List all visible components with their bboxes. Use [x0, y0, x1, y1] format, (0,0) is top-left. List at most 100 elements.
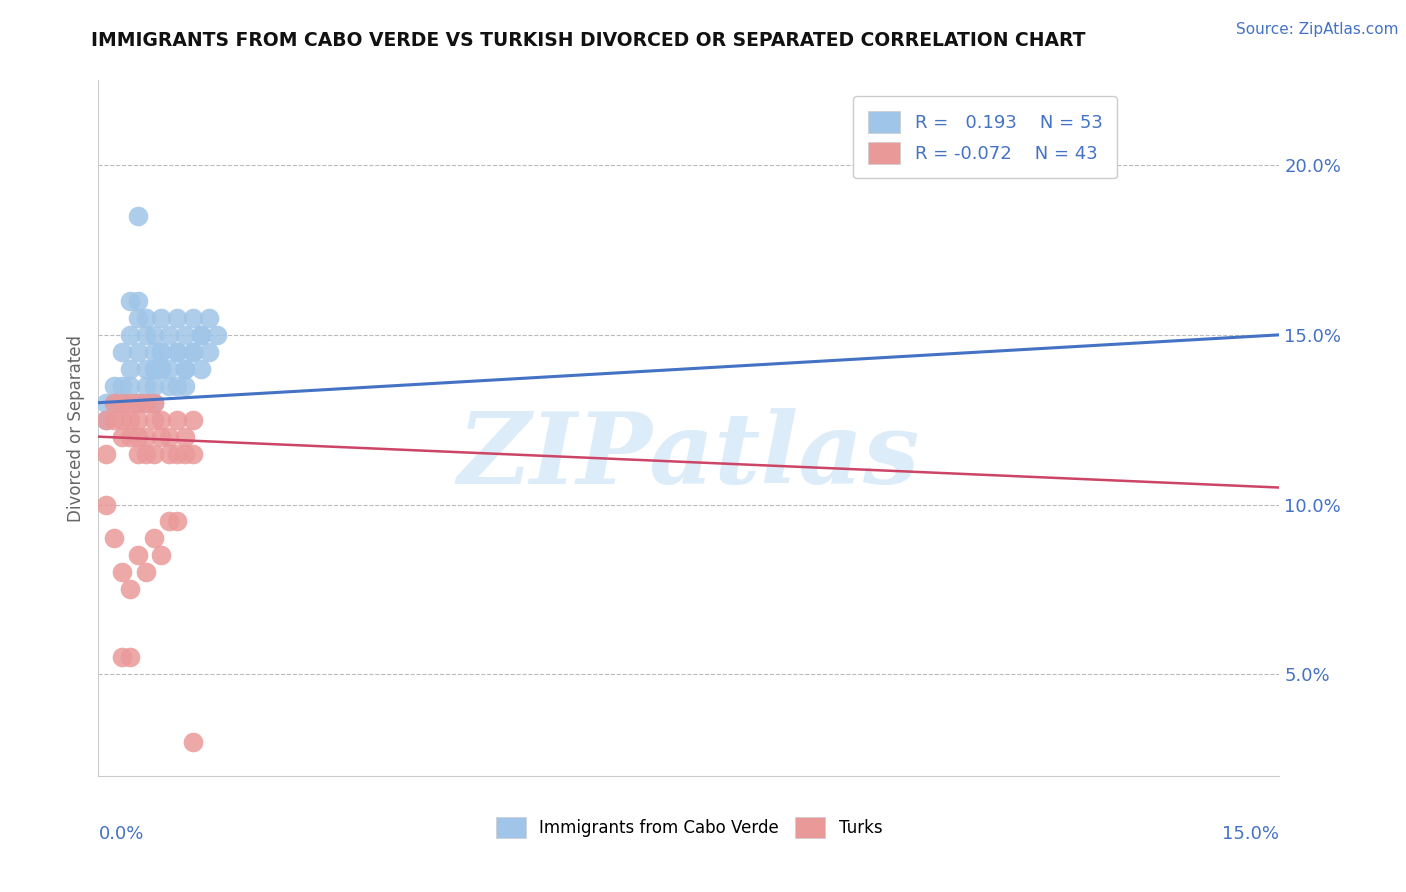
Point [174, 430, 197, 444]
Point [157, 361, 180, 376]
Point [166, 344, 188, 359]
Point [96, 498, 118, 512]
Point [118, 582, 141, 597]
Text: IMMIGRANTS FROM CABO VERDE VS TURKISH DIVORCED OR SEPARATED CORRELATION CHART: IMMIGRANTS FROM CABO VERDE VS TURKISH DI… [91, 31, 1085, 50]
Point [166, 344, 188, 359]
Point [181, 735, 204, 749]
Point [118, 650, 141, 665]
Point [127, 310, 149, 325]
Point [96, 447, 118, 461]
Point [127, 549, 149, 563]
Point [135, 327, 157, 342]
Point [111, 395, 134, 409]
Point [181, 310, 204, 325]
Point [96, 395, 118, 409]
Point [135, 361, 157, 376]
Point [181, 412, 204, 426]
Point [150, 344, 173, 359]
Point [111, 395, 134, 409]
Point [142, 344, 165, 359]
Point [157, 430, 180, 444]
Point [118, 361, 141, 376]
Point [118, 430, 141, 444]
Point [103, 412, 125, 426]
Point [135, 378, 157, 392]
Point [127, 209, 149, 223]
Point [174, 447, 197, 461]
Point [142, 361, 165, 376]
Point [111, 650, 134, 665]
Point [118, 412, 141, 426]
Point [150, 344, 173, 359]
Point [142, 412, 165, 426]
Point [166, 412, 188, 426]
Point [135, 430, 157, 444]
Point [166, 310, 188, 325]
Point [127, 395, 149, 409]
Point [111, 566, 134, 580]
Point [150, 430, 173, 444]
Y-axis label: Divorced or Separated: Divorced or Separated [66, 334, 84, 522]
Point [190, 327, 212, 342]
Point [150, 361, 173, 376]
Point [142, 327, 165, 342]
Legend: Immigrants from Cabo Verde, Turks: Immigrants from Cabo Verde, Turks [489, 811, 889, 844]
Point [103, 395, 125, 409]
Point [157, 447, 180, 461]
Point [150, 549, 173, 563]
Point [103, 532, 125, 546]
Text: ZIPatlas: ZIPatlas [458, 408, 920, 504]
Point [96, 412, 118, 426]
Point [181, 447, 204, 461]
Point [190, 327, 212, 342]
Point [205, 327, 228, 342]
Point [190, 361, 212, 376]
Point [127, 412, 149, 426]
Point [96, 412, 118, 426]
Point [174, 327, 197, 342]
Point [166, 447, 188, 461]
Point [142, 395, 165, 409]
Point [150, 361, 173, 376]
Point [127, 395, 149, 409]
Point [174, 361, 197, 376]
Point [142, 361, 165, 376]
Text: 15.0%: 15.0% [1222, 825, 1279, 843]
Point [127, 344, 149, 359]
Point [127, 430, 149, 444]
Point [197, 344, 219, 359]
Point [181, 344, 204, 359]
Point [157, 378, 180, 392]
Point [157, 327, 180, 342]
Point [111, 430, 134, 444]
Point [103, 395, 125, 409]
Point [142, 532, 165, 546]
Point [142, 378, 165, 392]
Text: 0.0%: 0.0% [98, 825, 143, 843]
Point [174, 361, 197, 376]
Point [166, 515, 188, 529]
Point [127, 293, 149, 308]
Point [103, 378, 125, 392]
Point [150, 412, 173, 426]
Point [118, 327, 141, 342]
Point [150, 310, 173, 325]
Point [174, 378, 197, 392]
Point [197, 310, 219, 325]
Point [135, 566, 157, 580]
Point [135, 310, 157, 325]
Point [127, 447, 149, 461]
Point [142, 447, 165, 461]
Point [111, 344, 134, 359]
Point [135, 447, 157, 461]
Point [135, 395, 157, 409]
Point [142, 395, 165, 409]
Point [157, 515, 180, 529]
Point [118, 395, 141, 409]
Text: Source: ZipAtlas.com: Source: ZipAtlas.com [1236, 22, 1399, 37]
Point [118, 293, 141, 308]
Point [111, 378, 134, 392]
Point [166, 378, 188, 392]
Point [118, 378, 141, 392]
Point [181, 344, 204, 359]
